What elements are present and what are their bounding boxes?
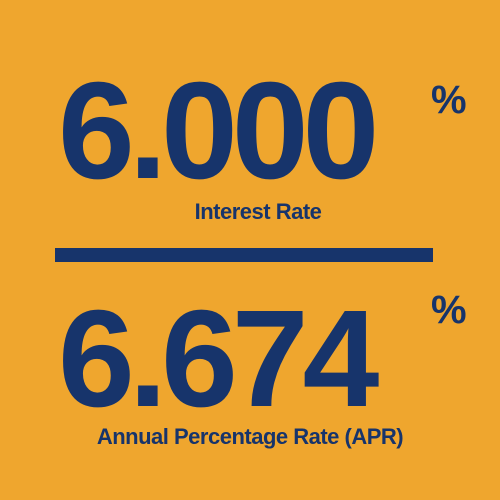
apr-percent-symbol: %	[431, 288, 467, 332]
apr-value: 6.674	[58, 282, 379, 436]
rate-divider	[55, 248, 433, 262]
interest-rate-percent-symbol: %	[431, 78, 467, 122]
interest-rate-value: 6.000	[58, 54, 379, 208]
interest-rate-label: Interest Rate	[194, 199, 322, 224]
apr-label: Annual Percentage Rate (APR)	[96, 424, 404, 449]
